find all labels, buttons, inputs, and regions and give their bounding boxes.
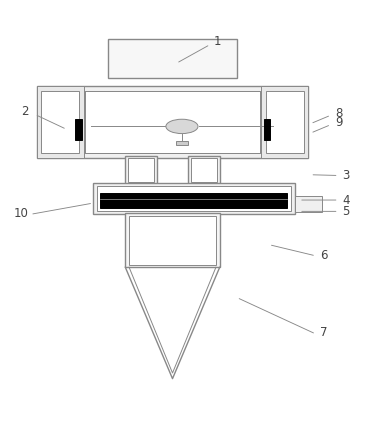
Text: 10: 10 bbox=[14, 207, 29, 219]
Bar bbox=[261, 87, 309, 158]
Bar bbox=[36, 87, 84, 158]
Bar bbox=[263, 120, 270, 141]
Bar bbox=[41, 91, 304, 154]
Bar bbox=[125, 156, 157, 185]
Bar bbox=[191, 159, 217, 182]
Ellipse shape bbox=[166, 120, 198, 134]
Bar bbox=[188, 156, 220, 185]
Bar bbox=[125, 213, 220, 268]
Text: 6: 6 bbox=[320, 248, 327, 261]
Bar bbox=[108, 40, 237, 79]
Bar bbox=[100, 193, 287, 208]
Bar bbox=[266, 92, 304, 153]
Bar bbox=[85, 91, 260, 154]
Text: 1: 1 bbox=[214, 35, 222, 48]
Bar bbox=[128, 159, 154, 182]
Text: 7: 7 bbox=[320, 325, 327, 338]
Bar bbox=[129, 216, 216, 265]
Text: 9: 9 bbox=[335, 116, 342, 129]
Bar bbox=[97, 187, 291, 212]
Bar bbox=[41, 92, 79, 153]
Bar bbox=[295, 196, 323, 212]
Bar bbox=[36, 87, 309, 158]
Bar bbox=[176, 141, 188, 145]
Text: 8: 8 bbox=[335, 106, 342, 120]
Bar bbox=[93, 184, 295, 215]
Text: 5: 5 bbox=[343, 204, 350, 218]
Text: 3: 3 bbox=[343, 169, 350, 182]
Bar bbox=[75, 120, 81, 141]
Text: 2: 2 bbox=[22, 105, 29, 118]
Text: 4: 4 bbox=[343, 193, 350, 206]
